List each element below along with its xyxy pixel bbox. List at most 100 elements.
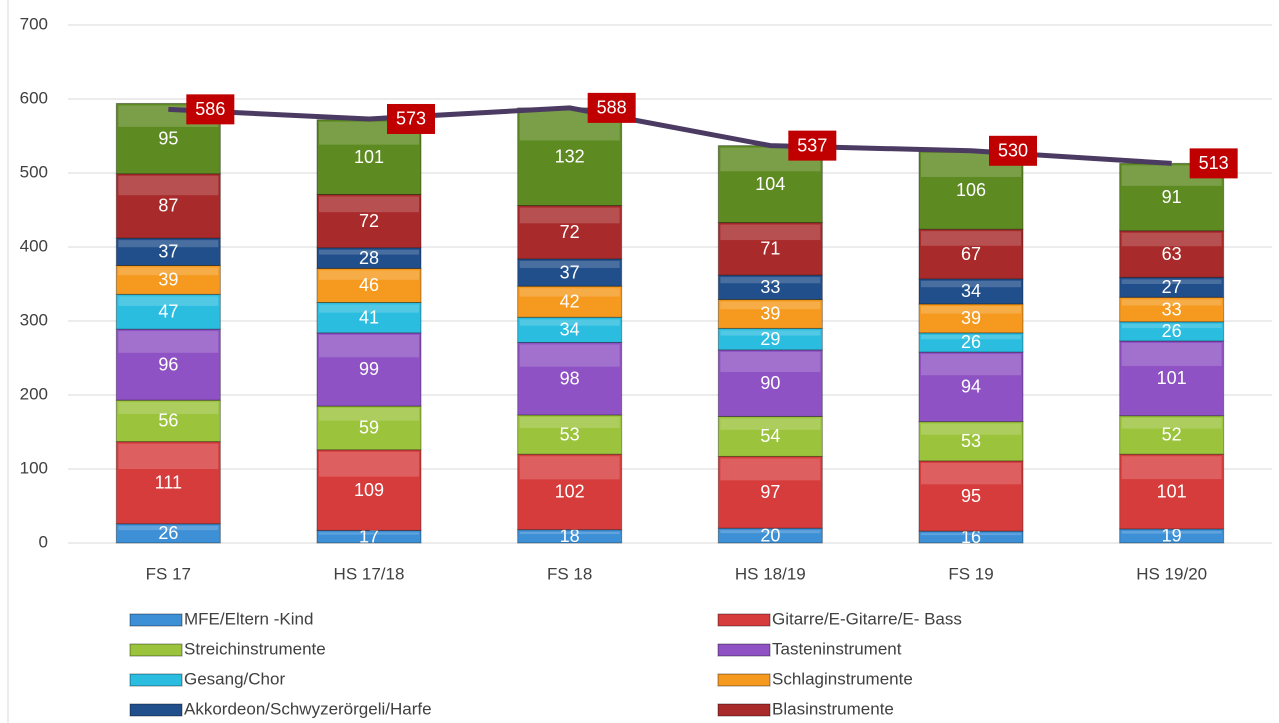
bar-segment — [316, 302, 422, 334]
data-label: 53 — [560, 424, 580, 444]
x-tick-label: HS 17/18 — [334, 564, 405, 583]
bar-segment — [717, 415, 823, 457]
data-label: 87 — [158, 196, 178, 216]
data-label: 99 — [359, 359, 379, 379]
bar-segment — [517, 285, 623, 318]
line-label-box — [788, 130, 837, 161]
line-label: 588 — [597, 98, 627, 118]
y-tick-label: 300 — [20, 310, 48, 329]
bar-shine — [921, 280, 1021, 288]
data-label: 106 — [956, 180, 986, 200]
legend-swatch — [129, 703, 183, 717]
bar-segment — [717, 222, 823, 276]
bar-shine — [720, 351, 821, 373]
bar-shine — [319, 334, 419, 358]
bar-segment — [517, 453, 623, 531]
y-tick-label: 400 — [20, 236, 48, 255]
bar-shine — [720, 330, 821, 336]
line-label-box — [387, 103, 435, 134]
data-label: 37 — [560, 262, 580, 282]
bar-segment — [1119, 296, 1225, 323]
legend-label: MFE/Eltern -Kind — [184, 609, 313, 628]
legend-swatch — [129, 613, 183, 627]
legend-swatch — [717, 643, 771, 657]
bar-segment — [115, 399, 221, 443]
bar-shine — [921, 423, 1021, 435]
bar-shine — [1121, 299, 1222, 306]
bar-shine — [319, 451, 419, 477]
bar-segment — [316, 449, 422, 531]
data-label: 26 — [158, 523, 178, 543]
bar-shine — [319, 304, 419, 313]
bar-shine — [118, 331, 219, 353]
data-label: 37 — [158, 242, 178, 262]
bar-segment — [115, 328, 221, 401]
line-label: 530 — [998, 141, 1028, 161]
y-tick-label: 600 — [20, 88, 48, 107]
data-label: 111 — [155, 472, 182, 492]
bar-shine — [720, 277, 821, 284]
y-tick-label: 0 — [39, 532, 48, 551]
data-label: 96 — [158, 354, 178, 374]
bar-shine — [720, 530, 821, 534]
bar-shine — [921, 231, 1021, 246]
data-label: 90 — [760, 373, 780, 393]
bar-shine — [1121, 417, 1222, 429]
data-label: 101 — [1157, 481, 1187, 501]
bar-segment — [115, 173, 221, 239]
bar-shine — [519, 319, 620, 326]
bar-shine — [319, 249, 419, 255]
line-label: 537 — [797, 135, 827, 155]
data-label: 17 — [359, 526, 379, 546]
legend-label: Akkordeon/Schwyzerörgeli/Harfe — [184, 699, 432, 718]
bar-shine — [1121, 342, 1222, 366]
legend-swatch — [129, 673, 183, 687]
bar-shine — [1121, 323, 1222, 329]
data-label: 72 — [560, 222, 580, 242]
bar-shine — [720, 301, 821, 310]
data-label: 26 — [961, 332, 981, 352]
data-label: 53 — [961, 431, 981, 451]
legend-label: Streichinstrumente — [184, 639, 326, 658]
bar-shine — [921, 533, 1021, 536]
bar-segment — [1119, 453, 1225, 530]
data-label: 104 — [755, 174, 785, 194]
legend-label: Schlaginstrumente — [772, 669, 913, 688]
bar-segment — [517, 316, 623, 343]
data-label: 41 — [359, 307, 379, 327]
data-label: 72 — [359, 211, 379, 231]
data-label: 42 — [560, 292, 580, 312]
bar-shine — [921, 462, 1021, 485]
bar-shine — [1121, 530, 1222, 534]
bar-segment — [918, 460, 1024, 532]
bar-shine — [921, 354, 1021, 376]
x-tick-label: FS 17 — [146, 564, 191, 583]
bar-shine — [921, 334, 1021, 340]
data-label: 33 — [760, 277, 780, 297]
data-label: 28 — [359, 248, 379, 268]
line-label-box — [186, 94, 235, 125]
bar-segment — [517, 205, 623, 260]
data-label: 101 — [354, 147, 384, 167]
legend-swatch — [717, 703, 771, 717]
bar-segment — [717, 349, 823, 417]
bar-shine — [118, 240, 219, 248]
bar-shine — [921, 305, 1021, 314]
data-label: 101 — [1157, 368, 1187, 388]
bar-segment — [316, 193, 422, 249]
data-label: 34 — [560, 320, 580, 340]
bar-shine — [720, 224, 821, 241]
bar-segment — [918, 228, 1024, 280]
legend-swatch — [717, 613, 771, 627]
bar-segment — [517, 414, 623, 455]
x-tick-label: FS 19 — [948, 564, 993, 583]
data-label: 91 — [1162, 187, 1182, 207]
data-label: 18 — [560, 526, 580, 546]
bar-shine — [1121, 232, 1222, 247]
bar-shine — [720, 418, 821, 430]
bar-segment — [517, 107, 623, 207]
bar-shine — [118, 267, 219, 276]
data-label: 95 — [961, 486, 981, 506]
bar-shine — [118, 296, 219, 306]
bar-segment — [517, 258, 623, 287]
